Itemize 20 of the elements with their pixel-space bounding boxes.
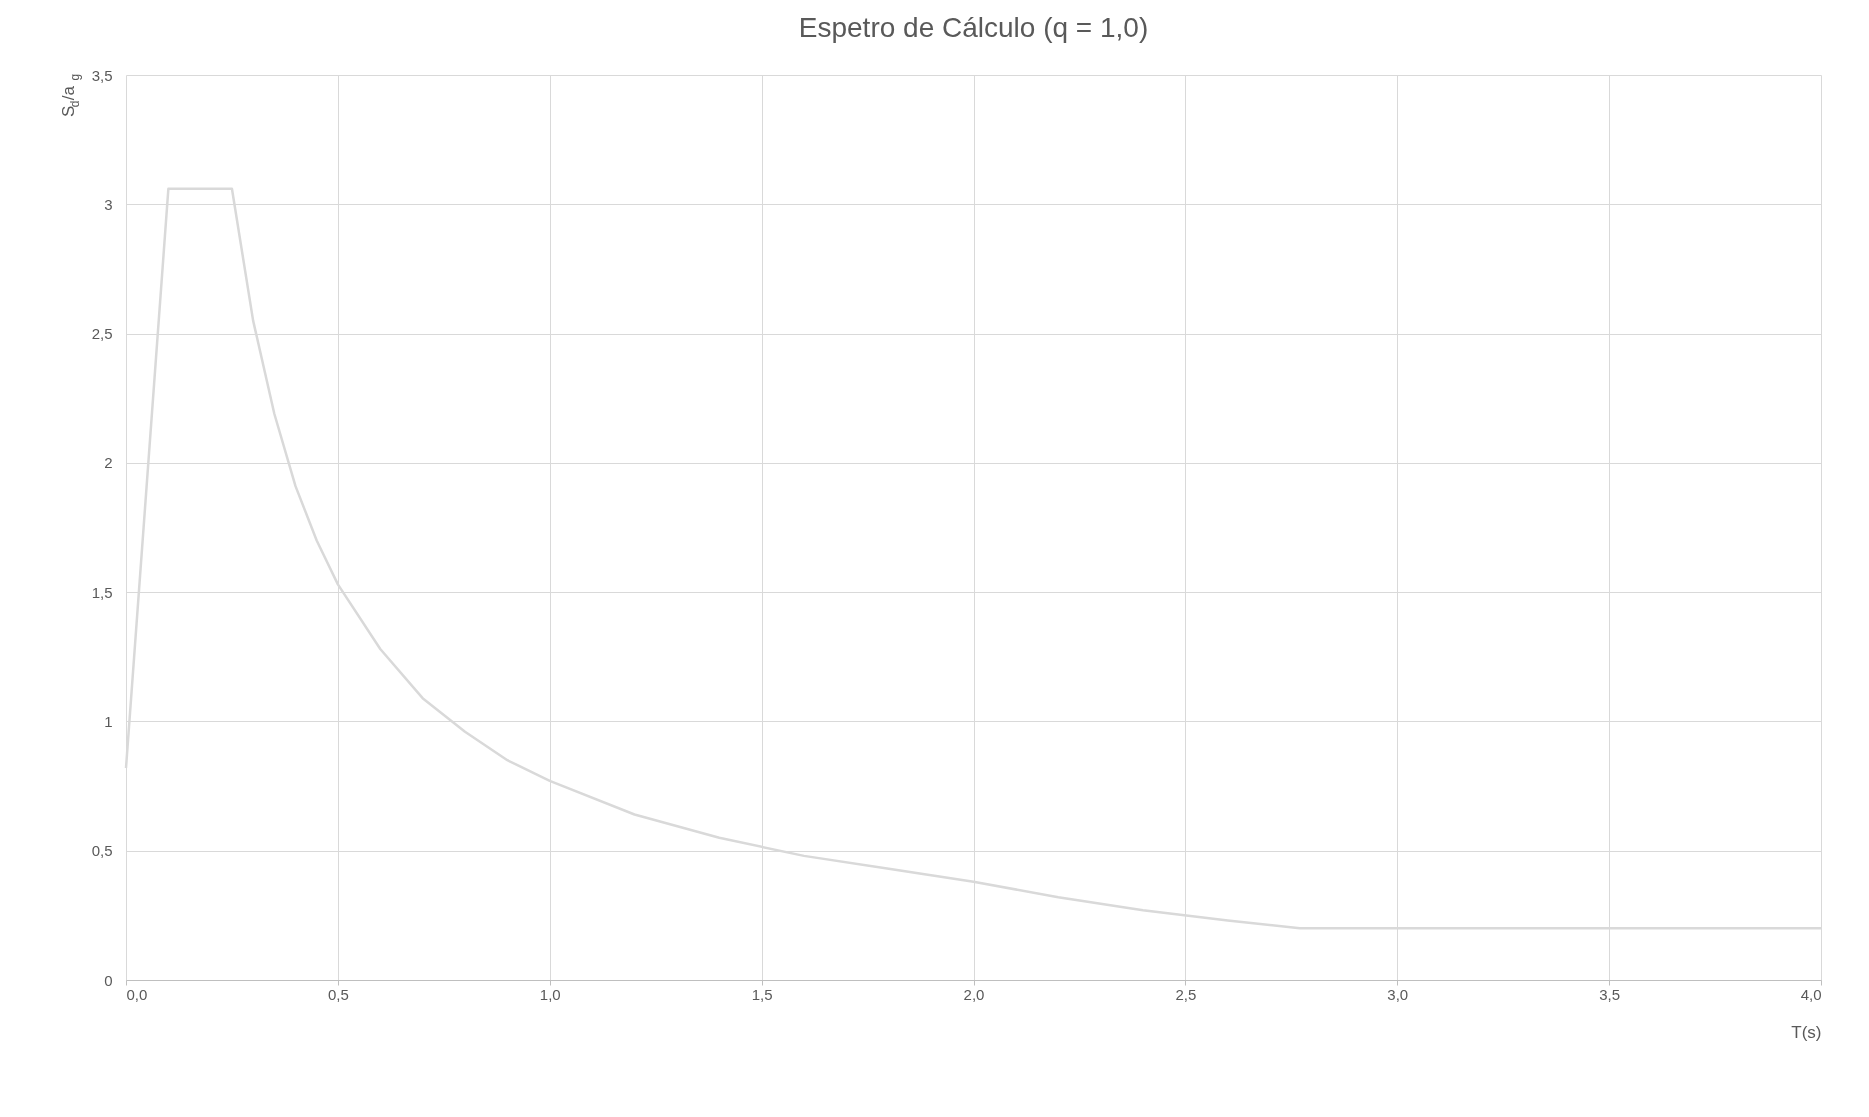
y-axis-title: Sd/ag: [59, 73, 82, 117]
x-tick-label: 4,0: [1800, 985, 1822, 1003]
x-tick-label: 3,0: [1387, 985, 1409, 1003]
y-tick-label: 1: [104, 712, 113, 730]
chart-title: Espetro de Cálculo (q = 1,0): [798, 12, 1149, 43]
y-tick-label: 0,5: [91, 842, 113, 860]
x-tick-label: 2,0: [963, 985, 985, 1003]
y-tick-label: 3,5: [91, 66, 113, 84]
x-tick-label: 1,5: [751, 985, 773, 1003]
y-tick-label: 3: [104, 195, 113, 213]
x-tick-label: 0,0: [126, 985, 148, 1003]
x-tick-label: 1,0: [539, 985, 561, 1003]
y-tick-label: 0: [104, 971, 113, 989]
y-tick-label: 1,5: [91, 583, 113, 601]
x-tick-label: 0,5: [327, 985, 349, 1003]
x-tick-label: 2,5: [1175, 985, 1197, 1003]
x-axis-title: T(s): [1791, 1022, 1822, 1042]
y-tick-label: 2: [104, 454, 113, 472]
y-tick-label: 2,5: [91, 325, 113, 343]
x-tick-label: 3,5: [1599, 985, 1621, 1003]
